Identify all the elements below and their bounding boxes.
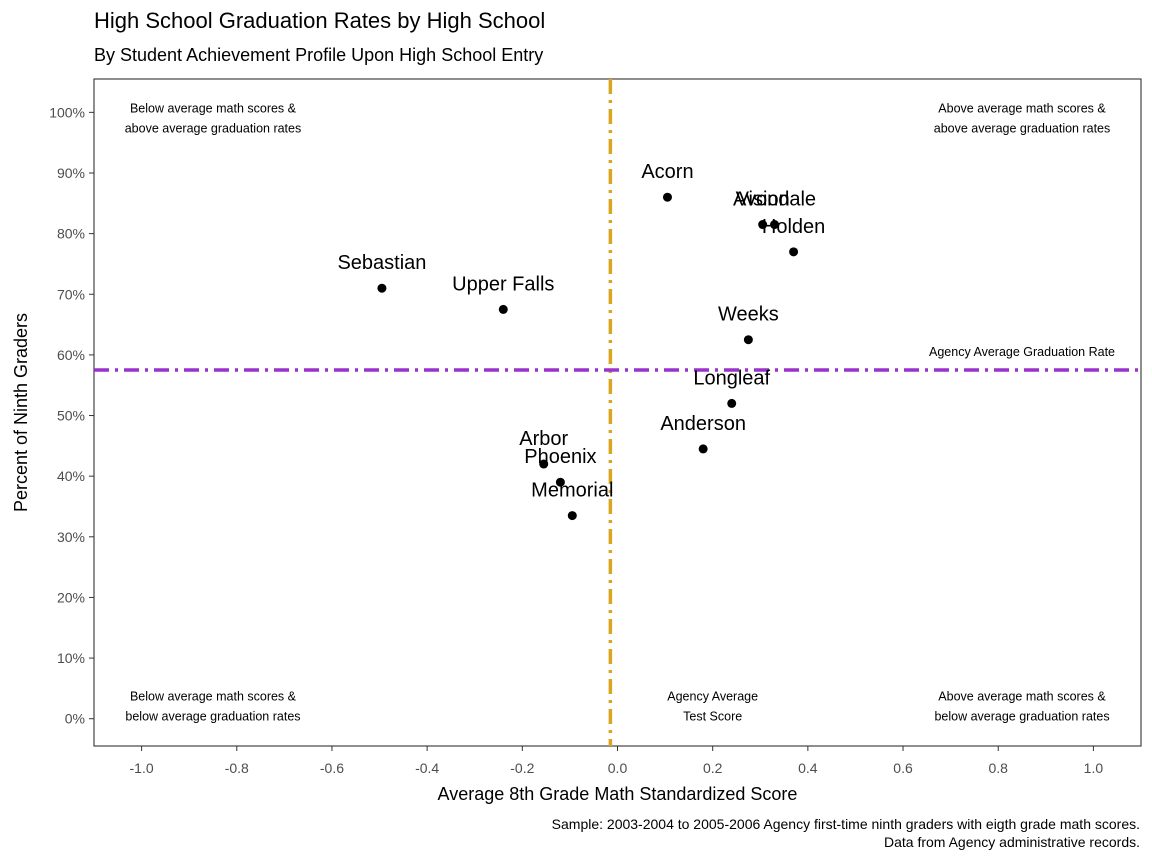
point-label: Weeks xyxy=(718,304,779,326)
point-label: Sebastian xyxy=(337,252,426,274)
annotation-text: Agency Average xyxy=(667,690,758,704)
annotation-text: below average graduation rates xyxy=(934,710,1109,724)
x-tick-label: -0.2 xyxy=(510,760,534,776)
annotation-text: above average graduation rates xyxy=(125,121,302,135)
y-tick-label: 40% xyxy=(57,468,85,484)
annotation-text: Test Score xyxy=(683,710,742,724)
annotation-text: below average graduation rates xyxy=(125,710,300,724)
annotation-text: Above average math scores & xyxy=(938,690,1106,704)
x-axis-title: Average 8th Grade Math Standardized Scor… xyxy=(438,784,798,804)
y-tick-label: 60% xyxy=(57,347,85,363)
annotation-text: Above average math scores & xyxy=(938,101,1106,115)
plot-panel xyxy=(93,78,1142,747)
data-point xyxy=(758,220,768,230)
data-point xyxy=(567,511,577,521)
annotation-text: Agency Average Graduation Rate xyxy=(929,345,1115,359)
data-point xyxy=(539,459,549,469)
x-tick-label: -1.0 xyxy=(130,760,154,776)
caption-line-1: Sample: 2003-2004 to 2005-2006 Agency fi… xyxy=(551,816,1140,832)
caption-line-2: Data from Agency administrative records. xyxy=(884,834,1140,850)
x-tick-label: 0.8 xyxy=(988,760,1008,776)
chart-subtitle: By Student Achievement Profile Upon High… xyxy=(94,45,544,65)
x-tick-label: -0.4 xyxy=(415,760,439,776)
data-point xyxy=(498,304,508,314)
data-point xyxy=(727,398,737,408)
data-point xyxy=(662,192,672,202)
point-label: Vision xyxy=(736,189,790,211)
data-point xyxy=(743,335,753,345)
annotation-text: Below average math scores & xyxy=(130,690,297,704)
annotation-text: Below average math scores & xyxy=(130,101,297,115)
x-tick-label: -0.6 xyxy=(320,760,344,776)
point-label: Memorial xyxy=(531,480,613,502)
caption: Sample: 2003-2004 to 2005-2006 Agency fi… xyxy=(552,815,1140,851)
y-tick-label: 90% xyxy=(57,165,85,181)
point-label: Avondale xyxy=(733,189,816,211)
point-label: Anderson xyxy=(660,413,746,435)
point-label: Arbor xyxy=(519,428,568,450)
data-point xyxy=(698,444,708,454)
data-point xyxy=(770,220,780,230)
x-tick-label: -0.8 xyxy=(225,760,249,776)
data-point xyxy=(555,477,565,487)
data-point xyxy=(789,247,799,257)
point-label: Upper Falls xyxy=(452,273,554,295)
y-tick-label: 50% xyxy=(57,408,85,424)
y-tick-label: 0% xyxy=(65,711,85,727)
y-tick-label: 100% xyxy=(49,104,85,120)
x-tick-label: 0.0 xyxy=(608,760,628,776)
x-tick-label: 0.4 xyxy=(798,760,818,776)
point-label: Phoenix xyxy=(524,446,596,468)
y-axis-title: Percent of Ninth Graders xyxy=(11,313,31,512)
x-tick-label: 0.6 xyxy=(893,760,913,776)
x-tick-label: 0.2 xyxy=(703,760,723,776)
y-tick-label: 70% xyxy=(57,286,85,302)
y-tick-label: 20% xyxy=(57,589,85,605)
point-label: Longleaf xyxy=(693,367,770,389)
y-tick-label: 10% xyxy=(57,650,85,666)
point-label: Holden xyxy=(762,216,825,238)
x-tick-label: 1.0 xyxy=(1084,760,1104,776)
annotation-text: above average graduation rates xyxy=(934,121,1111,135)
point-label: Acorn xyxy=(641,161,693,183)
chart-title: High School Graduation Rates by High Sch… xyxy=(94,8,546,33)
data-point xyxy=(377,283,387,293)
y-tick-label: 30% xyxy=(57,529,85,545)
y-tick-label: 80% xyxy=(57,226,85,242)
